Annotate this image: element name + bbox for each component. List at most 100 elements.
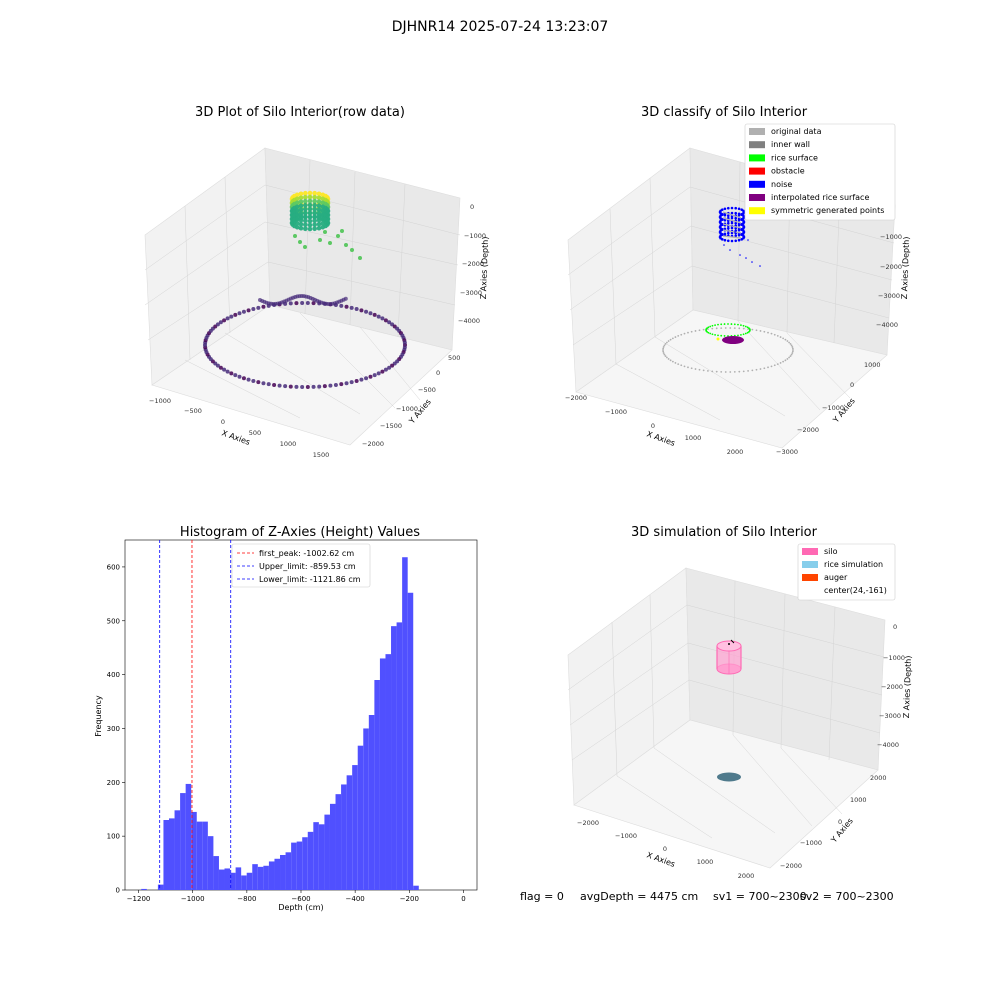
p2-ytick: −1000 bbox=[822, 404, 844, 412]
p4-ytick: 2000 bbox=[870, 774, 887, 782]
histogram-bar bbox=[224, 868, 231, 890]
histogram-bar bbox=[263, 865, 269, 890]
histogram-bar bbox=[363, 728, 369, 890]
p4-xtick: 1000 bbox=[697, 858, 714, 866]
histogram-bar bbox=[407, 592, 414, 890]
histogram-ticks: −1200 −1000 −800 −600 −400 −200 0 0 100 200 300 400… bbox=[107, 563, 466, 903]
histogram-bar bbox=[246, 872, 253, 890]
p1-xtick: −1000 bbox=[149, 397, 171, 405]
p4-ztick: −2000 bbox=[881, 683, 903, 691]
legend-swatch bbox=[802, 548, 818, 555]
status-line: flag = 0 avgDepth = 4475 cm sv1 = 700~23… bbox=[520, 890, 894, 903]
histogram-bar bbox=[391, 626, 397, 890]
legend-label: rice simulation bbox=[824, 560, 883, 569]
legend-swatch bbox=[749, 167, 765, 175]
legend-swatch bbox=[749, 141, 765, 149]
p2-xtick: 1000 bbox=[685, 434, 702, 442]
histogram-bars bbox=[141, 557, 419, 890]
histogram-bar bbox=[374, 680, 380, 890]
histogram-bar bbox=[335, 794, 342, 890]
histogram-legend: first_peak: -1002.62 cm Upper_limit: -859… bbox=[231, 543, 371, 588]
histogram-bar bbox=[329, 803, 336, 890]
p1-ytick: −500 bbox=[418, 386, 436, 394]
legend-label: first_peak: -1002.62 cm bbox=[259, 549, 354, 558]
histogram-bar bbox=[213, 856, 219, 890]
p2-zlabel: Z Axies (Depth) bbox=[900, 236, 911, 299]
histogram-ytick-label: 600 bbox=[107, 563, 120, 571]
panel3-title: Histogram of Z-Axies (Height) Values bbox=[180, 525, 420, 540]
p1-ztick: −1000 bbox=[464, 232, 486, 240]
legend-label: rice surface bbox=[771, 153, 818, 162]
histogram-bar bbox=[341, 784, 347, 890]
p2-ztick: −2000 bbox=[880, 263, 902, 271]
p2-xtick: −2000 bbox=[565, 394, 587, 402]
p4-xtick: −2000 bbox=[577, 819, 599, 827]
histogram-bar bbox=[280, 855, 286, 890]
panel1-axes3d: −1000 −500 0 500 1000 1500 500 0 −500 −1… bbox=[144, 147, 490, 459]
silo-cylinder bbox=[716, 640, 742, 675]
histogram-ytick-label: 200 bbox=[107, 779, 120, 787]
histogram-bar bbox=[307, 831, 314, 890]
histogram-bar bbox=[230, 872, 236, 890]
histogram-bar bbox=[379, 658, 386, 890]
rice-simulation-surface bbox=[717, 772, 741, 782]
p1-ytick: −2000 bbox=[362, 440, 384, 448]
panel4-axes3d: −2000 −1000 0 1000 2000 2000 1000 0 −100… bbox=[567, 543, 913, 880]
p2-xtick: −1000 bbox=[605, 408, 627, 416]
histogram-xtick-label: 0 bbox=[461, 895, 465, 903]
p1-xtick: 0 bbox=[221, 418, 225, 426]
histogram-bar bbox=[185, 783, 192, 890]
panel4-title: 3D simulation of Silo Interior bbox=[631, 525, 818, 540]
histogram-xtick-label: −600 bbox=[291, 895, 310, 903]
histogram-ytick-label: 400 bbox=[107, 671, 120, 679]
p4-ytick: 1000 bbox=[850, 796, 867, 804]
histogram-ytick-label: 500 bbox=[107, 617, 120, 625]
p4-zlabel: Z Axies (Depth) bbox=[902, 655, 913, 718]
histogram-bar bbox=[402, 557, 408, 890]
histogram-bar bbox=[141, 888, 147, 890]
p1-ztick: 0 bbox=[470, 203, 474, 211]
legend-swatch bbox=[802, 574, 818, 581]
legend-swatch bbox=[749, 154, 765, 162]
p4-xtick: 2000 bbox=[738, 872, 755, 880]
histogram-bar bbox=[163, 820, 169, 890]
p4-ytick: −1000 bbox=[800, 839, 822, 847]
p1-xtick: 500 bbox=[249, 429, 261, 437]
p4-ytick: −2000 bbox=[780, 862, 802, 870]
p1-ytick: −1500 bbox=[380, 422, 402, 430]
p1-ztick: −2000 bbox=[462, 260, 484, 268]
histogram-bar bbox=[241, 875, 247, 890]
p2-ztick: −1000 bbox=[880, 233, 902, 241]
p1-ytick: 0 bbox=[436, 369, 440, 377]
panel1-title: 3D Plot of Silo Interior(row data) bbox=[195, 105, 405, 120]
hist-xlabel: Depth (cm) bbox=[278, 903, 323, 912]
histogram-bar bbox=[385, 654, 392, 890]
histogram-bar bbox=[368, 715, 375, 890]
figure-suptitle: DJHNR14 2025-07-24 13:23:07 bbox=[392, 19, 609, 35]
histogram-xtick-label: −200 bbox=[400, 895, 419, 903]
legend-label: original data bbox=[771, 127, 822, 136]
histogram-bar bbox=[352, 765, 358, 890]
legend-label: center(24,-161) bbox=[824, 586, 887, 595]
p1-ztick: −4000 bbox=[458, 317, 480, 325]
p4-xtick: 0 bbox=[663, 845, 667, 853]
p1-ztick: −3000 bbox=[460, 289, 482, 297]
p2-ytick: 0 bbox=[850, 381, 854, 389]
legend-swatch bbox=[749, 207, 765, 215]
legend-label: obstacle bbox=[771, 167, 805, 176]
histogram-bar bbox=[191, 811, 197, 890]
histogram-bar bbox=[302, 837, 308, 890]
legend-label: symmetric generated points bbox=[771, 206, 884, 215]
legend-swatch bbox=[749, 180, 765, 188]
histogram-bar bbox=[235, 867, 242, 890]
hist-ylabel: Frequency bbox=[94, 695, 103, 737]
histogram-xtick-label: −1200 bbox=[127, 895, 151, 903]
legend-swatch bbox=[802, 561, 818, 568]
histogram-bar bbox=[196, 821, 203, 890]
histogram-bar bbox=[313, 822, 319, 890]
histogram-xtick-label: −400 bbox=[346, 895, 365, 903]
p4-ztick: −3000 bbox=[879, 712, 901, 720]
histogram-bar bbox=[324, 814, 330, 890]
p2-ztick: −3000 bbox=[878, 292, 900, 300]
histogram-bar bbox=[296, 841, 303, 890]
